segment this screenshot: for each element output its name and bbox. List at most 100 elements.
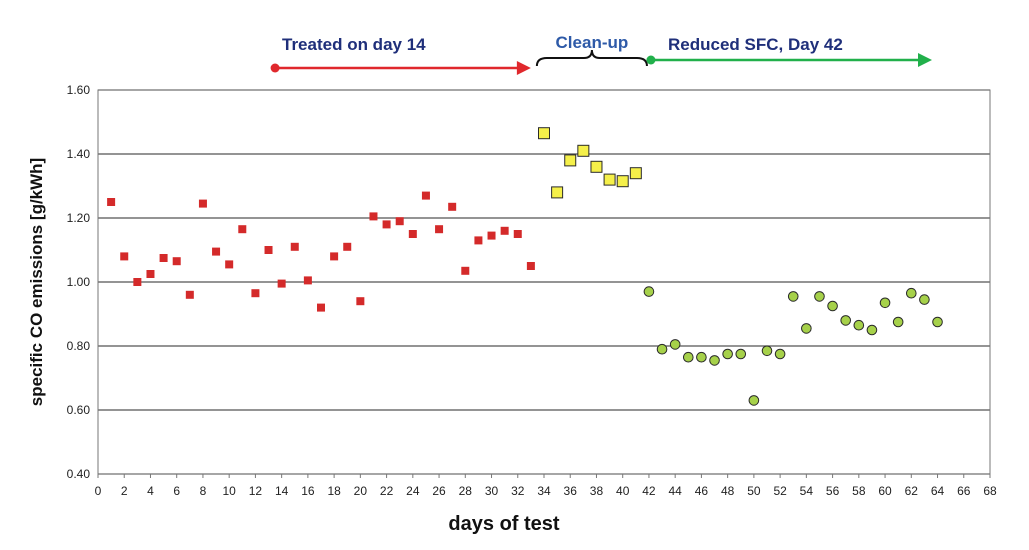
data-point: [919, 294, 930, 305]
y-tick-label: 1.00: [67, 275, 91, 289]
data-point: [487, 231, 496, 240]
x-tick-label: 56: [826, 484, 840, 498]
x-tick-label: 10: [222, 484, 236, 498]
data-point: [827, 300, 838, 312]
y-tick-label: 1.20: [67, 211, 91, 225]
data-point: [474, 236, 483, 245]
x-tick-label: 34: [537, 484, 551, 498]
data-point: [892, 316, 904, 328]
data-point: [513, 230, 522, 238]
x-tick-label: 42: [642, 484, 656, 498]
data-point: [107, 198, 116, 206]
treated-label: Treated on day 14: [282, 35, 426, 54]
data-point: [787, 291, 799, 302]
x-tick-label: 0: [95, 484, 102, 498]
x-tick-label: 64: [931, 484, 945, 498]
x-tick-label: 38: [590, 484, 604, 498]
data-point: [616, 175, 629, 188]
x-tick-label: 26: [432, 484, 446, 498]
data-point: [669, 339, 681, 350]
data-point: [225, 260, 234, 269]
data-point: [330, 252, 339, 261]
data-point: [761, 345, 773, 357]
reduced-arrow-head: [918, 53, 932, 67]
data-point: [146, 270, 155, 278]
treated-arrow-head: [516, 61, 531, 75]
data-point: [120, 252, 129, 261]
data-point: [290, 242, 299, 251]
x-tick-label: 6: [173, 484, 180, 498]
x-tick-label: 28: [459, 484, 473, 498]
data-point: [500, 226, 509, 235]
data-point: [682, 351, 694, 363]
reduced-arrow-start: [646, 55, 656, 65]
data-point: [722, 348, 733, 360]
cleanup-label: Clean-up: [556, 33, 629, 52]
y-tick-label: 0.80: [67, 339, 91, 353]
x-tick-label: 12: [249, 484, 263, 498]
data-point: [408, 230, 417, 238]
data-point: [198, 199, 207, 208]
data-point: [696, 351, 707, 363]
x-tick-label: 16: [301, 484, 315, 498]
data-point: [317, 303, 325, 312]
x-tick-label: 46: [695, 484, 709, 498]
x-tick-label: 44: [668, 484, 682, 498]
data-point: [369, 212, 378, 221]
data-points: [107, 127, 943, 406]
x-tick-label: 20: [354, 484, 368, 498]
data-point: [774, 348, 786, 360]
data-point: [159, 254, 168, 262]
data-point: [709, 355, 720, 366]
data-point: [629, 167, 642, 180]
data-point: [801, 323, 812, 334]
data-point: [735, 348, 747, 360]
data-point: [303, 276, 312, 285]
x-tick-label: 18: [327, 484, 341, 498]
data-point: [343, 242, 352, 251]
data-point: [840, 315, 852, 326]
data-point: [185, 290, 194, 299]
x-tick-label: 8: [200, 484, 207, 498]
data-point: [238, 225, 247, 234]
data-point: [866, 324, 878, 336]
data-point: [748, 395, 760, 406]
data-point: [538, 127, 550, 140]
data-point: [551, 186, 564, 199]
data-point: [133, 278, 142, 286]
treated-arrow-start: [270, 63, 280, 73]
data-point: [448, 202, 457, 211]
y-tick-label: 1.60: [67, 83, 91, 97]
annotations-layer: Treated on day 14 Clean-up Reduced SFC, Da…: [270, 33, 932, 75]
x-tick-label: 58: [852, 484, 866, 498]
x-tick-label: 54: [800, 484, 814, 498]
x-tick-label: 68: [983, 484, 997, 498]
y-tick-label: 0.40: [67, 467, 91, 481]
x-tick-label: 32: [511, 484, 525, 498]
x-tick-label: 50: [747, 484, 761, 498]
cleanup-brace: [535, 49, 648, 67]
x-tick-label: 66: [957, 484, 971, 498]
reduced-label: Reduced SFC, Day 42: [668, 35, 843, 54]
y-axis-title: specific CO emissions [g/kWh]: [27, 158, 46, 406]
x-axis-title: days of test: [448, 513, 559, 535]
tick-labels: 0.400.600.801.001.201.401.600 2 4 6 8 10 12 14 1…: [67, 83, 997, 498]
data-point: [656, 343, 668, 355]
x-tick-label: 4: [147, 484, 154, 498]
x-tick-label: 52: [773, 484, 787, 498]
data-point: [251, 289, 260, 298]
data-point: [905, 287, 917, 299]
x-tick-label: 60: [878, 484, 892, 498]
data-point: [421, 191, 430, 200]
data-point: [356, 297, 365, 306]
x-tick-label: 24: [406, 484, 420, 498]
x-tick-label: 40: [616, 484, 630, 498]
x-tick-label: 22: [380, 484, 394, 498]
data-point: [526, 262, 535, 270]
y-tick-label: 0.60: [67, 403, 91, 417]
data-point: [853, 319, 865, 331]
data-point: [932, 316, 943, 328]
data-point: [382, 220, 391, 229]
data-point: [461, 266, 470, 275]
